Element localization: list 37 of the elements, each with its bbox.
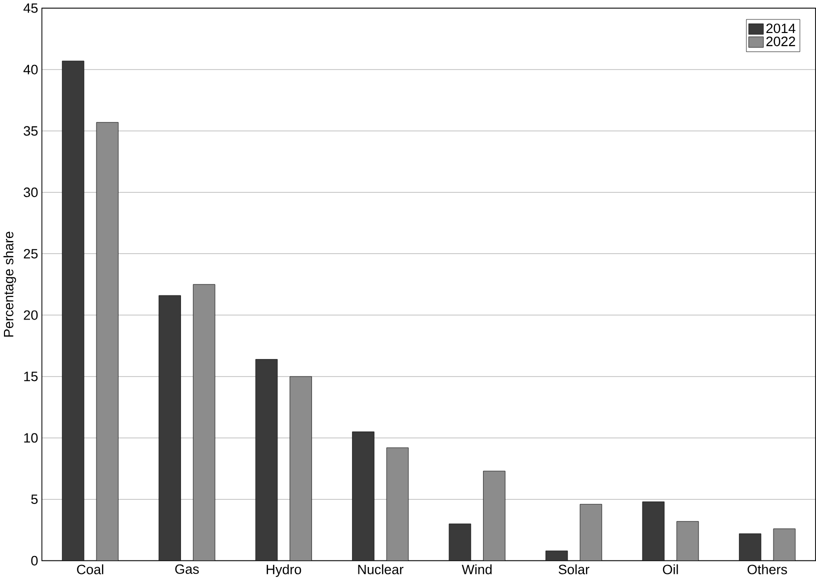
bar xyxy=(773,528,796,560)
y-tick-label: 40 xyxy=(23,64,38,74)
bar xyxy=(546,550,568,560)
x-tick-label: Hydro xyxy=(266,564,302,577)
legend-label: 2022 xyxy=(766,36,796,46)
y-tick-label: 15 xyxy=(24,372,38,382)
bar xyxy=(738,533,762,560)
x-tick-label: Wind xyxy=(462,564,492,574)
y-tick-label: 30 xyxy=(24,187,38,197)
bar xyxy=(386,447,409,560)
y-tick-label: 0 xyxy=(31,556,38,566)
bar xyxy=(192,284,216,560)
x-tick-label: Coal xyxy=(77,564,104,574)
x-tick-label: Others xyxy=(748,564,788,574)
y-axis-title: Percentage share xyxy=(3,232,16,336)
y-tick-label: 25 xyxy=(24,248,38,258)
bar xyxy=(448,523,472,560)
bar xyxy=(352,431,374,560)
y-tick-label: 20 xyxy=(24,310,38,320)
bar xyxy=(580,504,602,560)
y-tick-label: 35 xyxy=(24,126,38,136)
y-tick-label: 10 xyxy=(24,432,38,442)
bar xyxy=(158,295,181,560)
bar xyxy=(290,376,312,560)
y-tick-label: 5 xyxy=(31,494,38,504)
legend-label: 2014 xyxy=(766,23,796,33)
bar xyxy=(642,501,664,560)
x-tick-label: Gas xyxy=(175,564,199,574)
bar xyxy=(483,470,506,560)
bar xyxy=(255,358,278,560)
bar xyxy=(96,122,118,560)
x-tick-label: Nuclear xyxy=(358,564,404,574)
bar xyxy=(62,60,84,560)
x-tick-label: Solar xyxy=(558,564,590,574)
y-tick-label: 45 xyxy=(23,3,38,13)
bar xyxy=(676,520,699,560)
x-tick-label: Oil xyxy=(662,564,678,574)
